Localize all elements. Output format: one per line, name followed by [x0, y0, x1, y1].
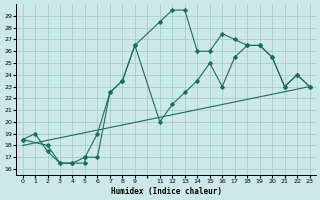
X-axis label: Humidex (Indice chaleur): Humidex (Indice chaleur)	[111, 187, 221, 196]
